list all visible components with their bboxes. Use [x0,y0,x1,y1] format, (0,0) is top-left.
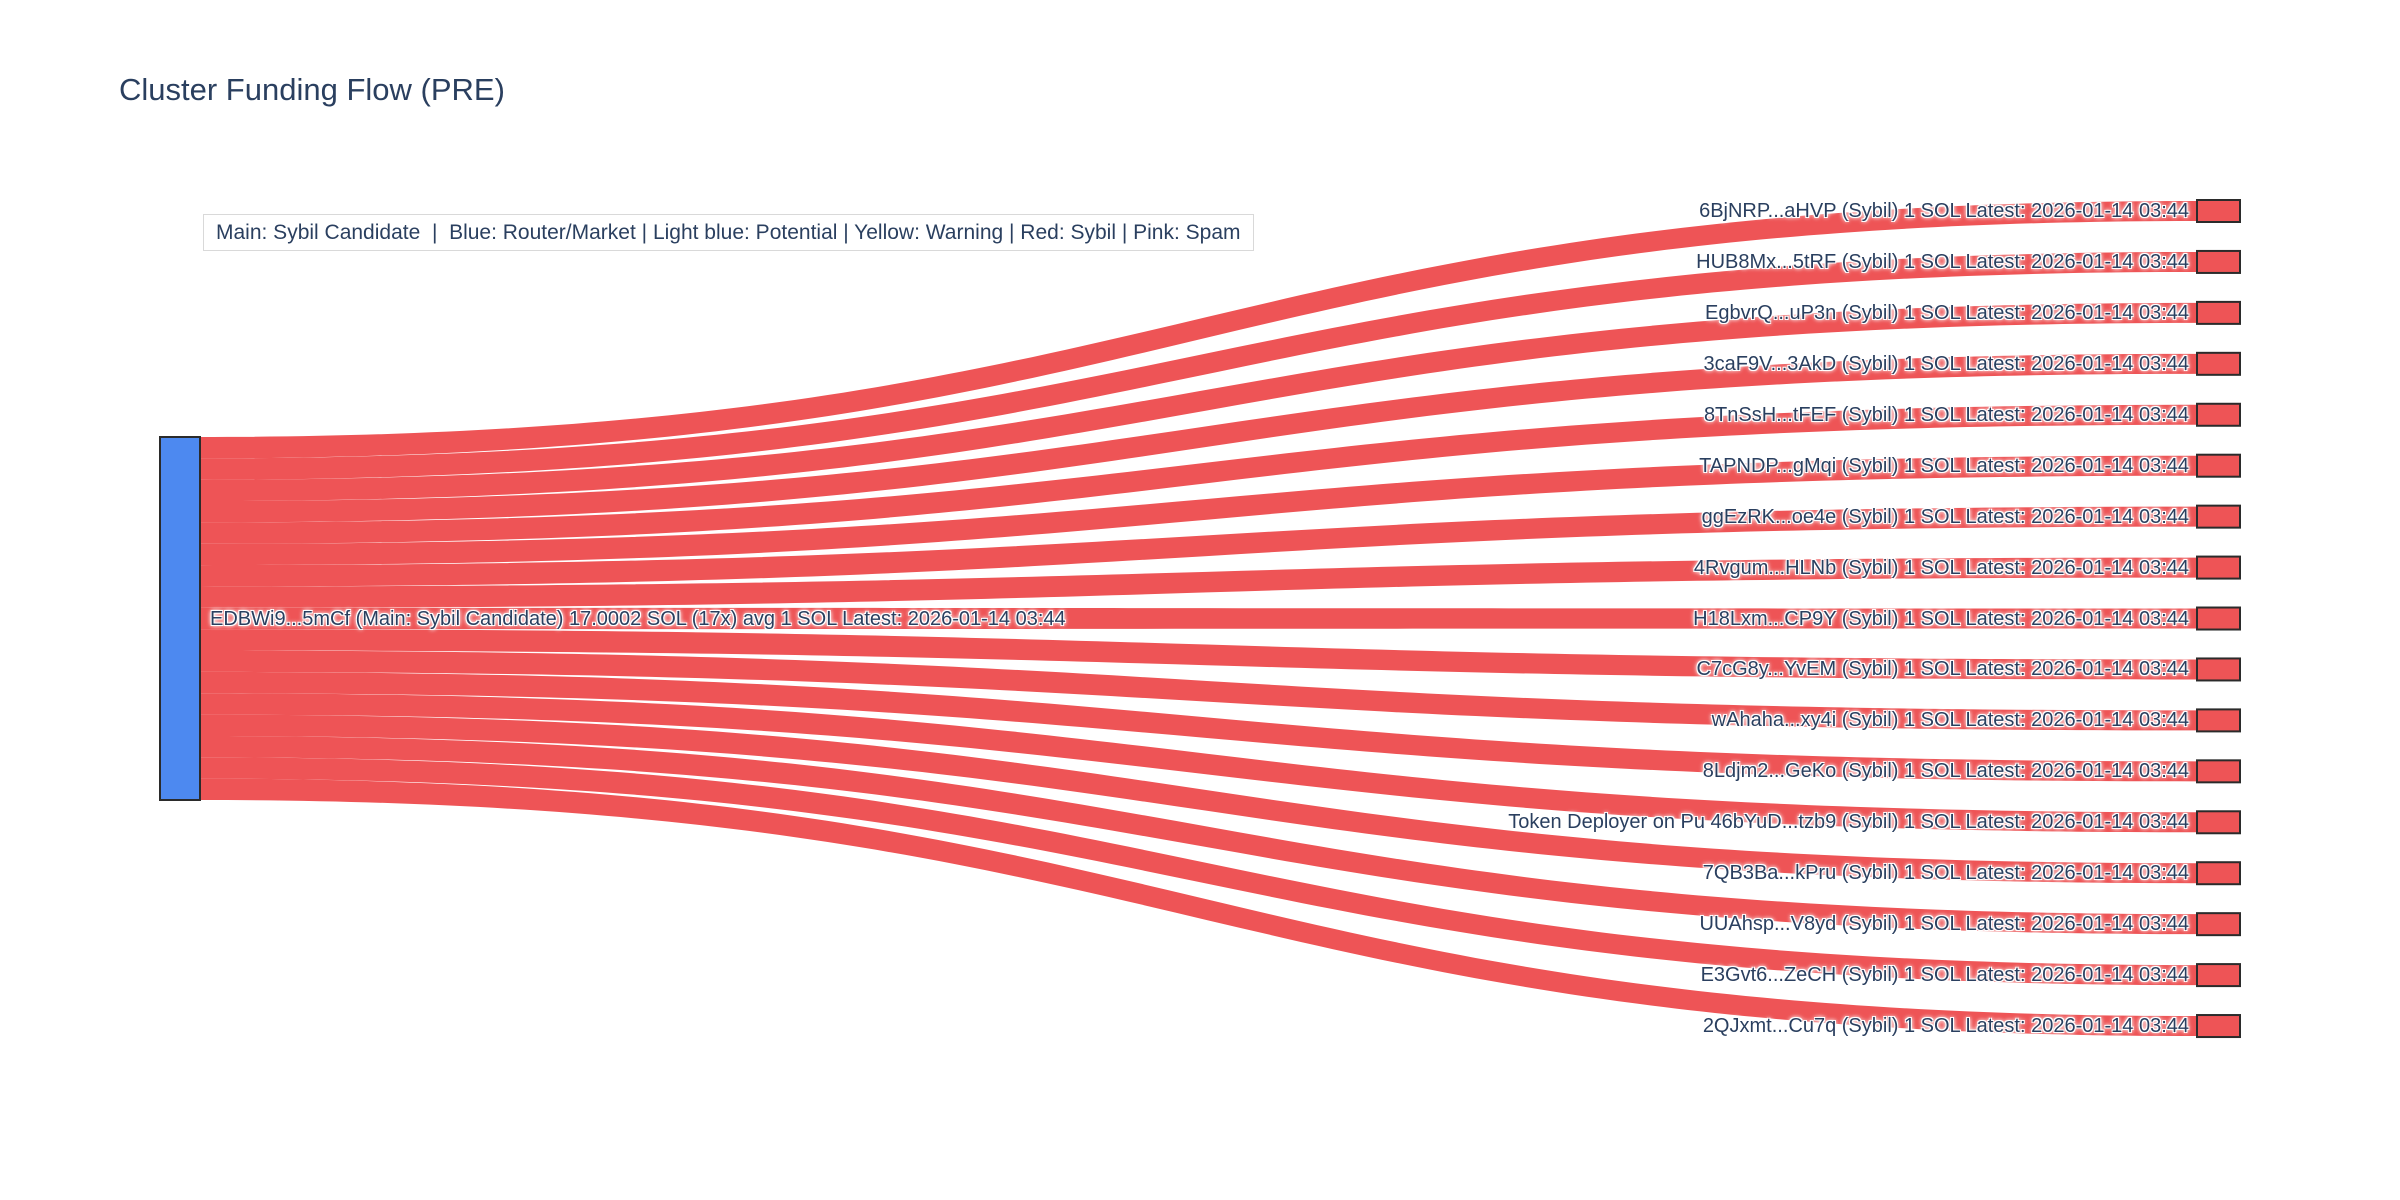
sankey-link[interactable] [200,735,2197,935]
sankey-link[interactable] [200,778,2197,1037]
sankey-link[interactable] [200,557,2197,608]
sankey-node-target[interactable] [2196,402,2241,427]
sankey-node-target[interactable] [2196,759,2241,784]
sankey-link[interactable] [200,693,2197,833]
sankey-link[interactable] [200,455,2197,566]
sankey-node-target[interactable] [2196,555,2241,580]
sankey-link[interactable] [200,629,2197,680]
sankey-node-target[interactable] [2196,1014,2241,1039]
sankey-link[interactable] [200,671,2197,782]
sankey-node-target[interactable] [2196,861,2241,886]
sankey-link[interactable] [200,251,2197,480]
sankey-link[interactable] [200,404,2197,544]
sankey-node-target[interactable] [2196,351,2241,376]
sankey-link[interactable] [200,650,2197,731]
sankey-link[interactable] [200,714,2197,884]
sankey-link[interactable] [200,353,2197,523]
sankey-node-target[interactable] [2196,708,2241,733]
sankey-node-target[interactable] [2196,912,2241,937]
sankey-node-main[interactable] [159,436,201,801]
sankey-node-target[interactable] [2196,963,2241,988]
chart-title: Cluster Funding Flow (PRE) [119,72,505,107]
sankey-link[interactable] [200,506,2197,587]
sankey-link[interactable] [200,607,2197,630]
sankey-node-target[interactable] [2196,249,2241,274]
sankey-link[interactable] [200,302,2197,502]
legend-annotation: Main: Sybil Candidate | Blue: Router/Mar… [203,214,1254,251]
sankey-node-target[interactable] [2196,453,2241,478]
sankey-node-target[interactable] [2196,504,2241,529]
sankey-node-target[interactable] [2196,657,2241,682]
sankey-node-target[interactable] [2196,606,2241,631]
sankey-node-target[interactable] [2196,300,2241,325]
sankey-link[interactable] [200,757,2197,986]
sankey-node-target[interactable] [2196,199,2241,223]
sankey-node-target[interactable] [2196,810,2241,835]
sankey-link[interactable] [200,201,2197,459]
